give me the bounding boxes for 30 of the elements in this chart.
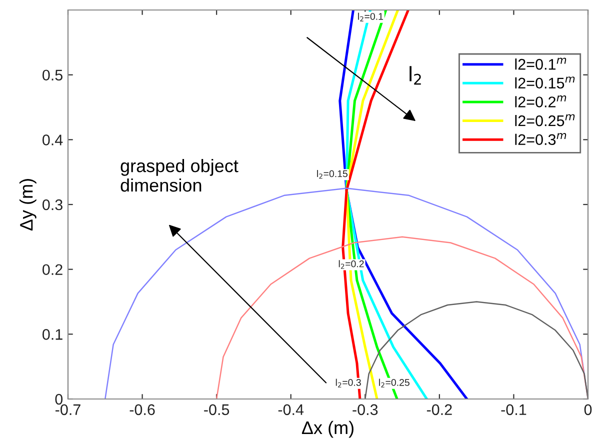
annotation: l$_{2}$=0.25 xyxy=(379,378,410,388)
annotation: l$_{2}$=0.1 xyxy=(358,12,383,22)
annotation: l$_{2}$=0.2 xyxy=(338,260,364,269)
x-tick-label: -0.4 xyxy=(278,404,304,416)
y-tick-label: 0.4 xyxy=(42,134,63,146)
x-tick-label: -0.6 xyxy=(130,404,155,416)
x-tick-label: -0.1 xyxy=(501,404,526,416)
y-axis-title: Δy (m) xyxy=(20,179,36,231)
y-tick-label: 0.3 xyxy=(42,199,62,210)
y-tick-label: 0.5 xyxy=(42,70,62,81)
legend-label: l2=0.3$^{m}$ xyxy=(515,133,566,146)
y-tick-label: 0 xyxy=(55,394,63,405)
legend-label: l2=0.25$^{m}$ xyxy=(515,114,575,126)
legend-label: l2=0.2$^{m}$ xyxy=(515,95,566,108)
annotation: l$_{2}$=0.3 xyxy=(336,378,361,388)
x-tick-label: -0.2 xyxy=(426,404,452,416)
legend-label: l2=0.1$^{m}$ xyxy=(515,58,566,70)
annotation: l$_{2}$=0.15 xyxy=(317,170,348,179)
x-tick-label: -0.3 xyxy=(352,404,378,416)
legend-label: l2=0.15$^{m}$ xyxy=(515,76,575,89)
line-series xyxy=(216,236,588,399)
annotation: grasped object dimension xyxy=(120,159,238,192)
x-tick-label: 0 xyxy=(584,404,592,416)
x-tick-label: -0.5 xyxy=(204,404,230,416)
line-series xyxy=(364,301,588,399)
x-axis-title: Δx (m) xyxy=(302,420,354,438)
annotation: l$_{2}$ xyxy=(410,66,421,85)
x-tick-label: -0.7 xyxy=(56,404,80,416)
y-tick-label: 0.1 xyxy=(42,329,62,340)
y-tick-label: 0.2 xyxy=(42,264,62,276)
